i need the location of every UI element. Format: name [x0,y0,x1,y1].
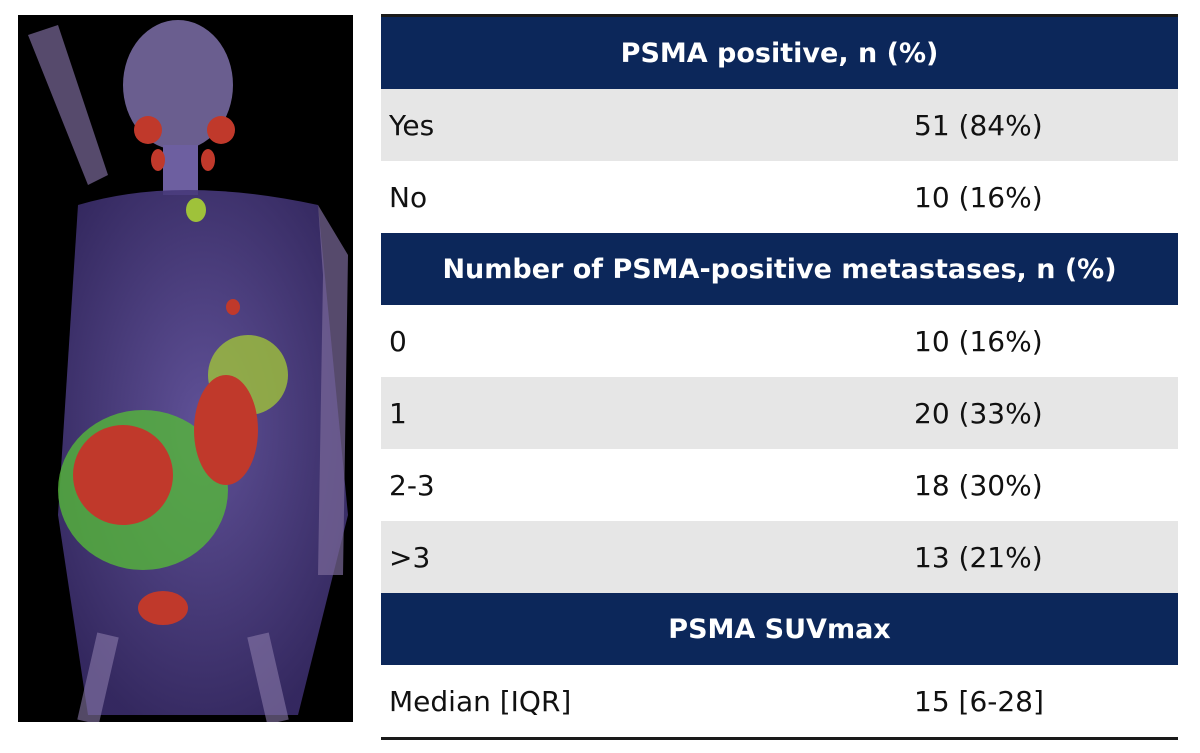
row-label: 1 [389,396,407,430]
table-row: 1 20 (33%) [381,377,1178,449]
pet-scan-image [18,15,353,722]
table-row: 0 10 (16%) [381,305,1178,377]
table-row: >3 13 (21%) [381,521,1178,593]
row-value: 10 (16%) [914,324,1043,358]
summary-table: PSMA positive, n (%) Yes 51 (84%) No 10 (16%… [381,14,1178,740]
row-label: >3 [389,540,431,574]
row-label: No [389,180,428,214]
section-header: PSMA SUVmax [381,593,1178,665]
row-value: 51 (84%) [914,108,1043,142]
table-row: Yes 51 (84%) [381,89,1178,161]
row-label: Yes [389,108,435,142]
row-value: 15 [6-28] [914,684,1044,718]
row-label: 0 [389,324,407,358]
row-label: Median [IQR] [389,684,572,718]
table-row: 2-3 18 (30%) [381,449,1178,521]
row-value: 18 (30%) [914,468,1043,502]
row-value: 10 (16%) [914,180,1043,214]
row-label: 2-3 [389,468,435,502]
section-header: PSMA positive, n (%) [381,17,1178,89]
row-value: 20 (33%) [914,396,1043,430]
table-row: Median [IQR] 15 [6-28] [381,665,1178,737]
row-value: 13 (21%) [914,540,1043,574]
section-header: Number of PSMA-positive metastases, n (%… [381,233,1178,305]
table-row: No 10 (16%) [381,161,1178,233]
